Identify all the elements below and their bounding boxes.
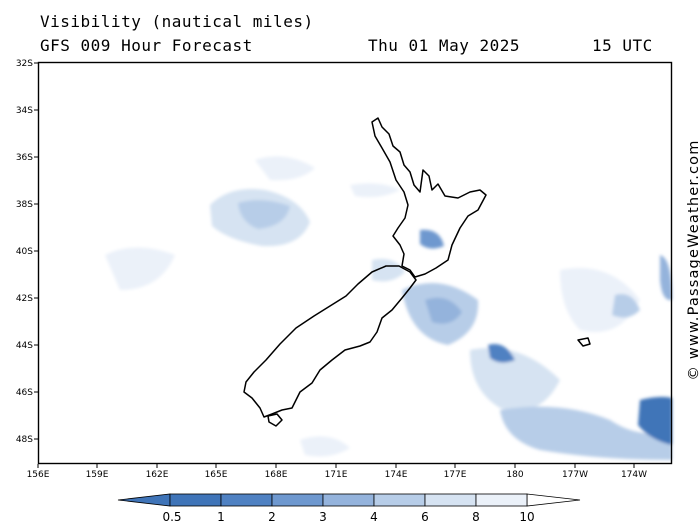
vis-area-east-cape-core	[425, 297, 462, 324]
colorbar-label: 6	[421, 510, 429, 524]
new-zealand-coastline	[243, 117, 591, 427]
variable-title: Visibility (nautical miles)	[40, 12, 314, 31]
lon-label: 177W	[562, 470, 588, 480]
lat-label: 44S	[16, 341, 33, 351]
vis-area-northland	[350, 183, 400, 198]
lat-label: 32S	[16, 59, 33, 69]
lat-label: 38S	[16, 200, 33, 210]
chatham-islands-outline	[577, 337, 591, 347]
vis-area-tasman-north	[255, 156, 315, 181]
lon-label: 156E	[27, 470, 50, 480]
forecast-time: 15 UTC	[592, 36, 653, 55]
colorbar-high-arrow	[526, 493, 581, 507]
forecast-date: Thu 01 May 2025	[368, 36, 520, 55]
lon-label: 168E	[265, 470, 288, 480]
vis-area-cook-strait	[372, 258, 405, 282]
vis-area-southeast-core	[638, 396, 672, 445]
colorbar-label: 3	[319, 510, 327, 524]
lat-label: 42S	[16, 294, 33, 304]
lon-label: 177E	[444, 470, 467, 480]
colorbar-label: 10	[519, 510, 534, 524]
lon-label: 180	[506, 470, 523, 480]
vis-area-southeast	[500, 406, 672, 460]
map-frame-and-ticks	[34, 61, 673, 468]
stewart-island-outline	[267, 413, 283, 427]
colorbar-segment	[220, 493, 273, 507]
latitude-labels: 32S 34S 36S 38S 40S 42S 44S 46S 48S	[16, 59, 33, 445]
colorbar-labels: 0.5 1 2 3 4 6 8 10	[162, 510, 534, 524]
lon-label: 171E	[325, 470, 348, 480]
colorbar-segment	[169, 493, 222, 507]
lon-label: 174E	[385, 470, 408, 480]
colorbar-label: 4	[370, 510, 378, 524]
vis-area-subantarctic	[300, 436, 350, 457]
vis-area-far-east-core	[612, 294, 640, 318]
lat-label: 40S	[16, 247, 33, 257]
lat-label: 46S	[16, 388, 33, 398]
colorbar-label: 2	[268, 510, 276, 524]
lon-label: 159E	[86, 470, 109, 480]
vis-area-bay-of-plenty	[420, 229, 444, 249]
visibility-field	[105, 156, 672, 460]
colorbar-label: 0.5	[162, 510, 181, 524]
lat-label: 48S	[16, 435, 33, 445]
colorbar-segment	[271, 493, 324, 507]
colorbar-label: 8	[472, 510, 480, 524]
south-island-outline	[243, 265, 417, 418]
lat-label: 36S	[16, 153, 33, 163]
vis-area-tasman-sw	[105, 247, 175, 290]
vis-area-tasman-west-core	[238, 200, 290, 229]
colorbar-segment	[424, 493, 477, 507]
vis-area-chatham	[470, 348, 560, 411]
colorbar-segment	[373, 493, 426, 507]
colorbar-segment	[322, 493, 375, 507]
colorbar	[117, 493, 581, 507]
lon-label: 174W	[621, 470, 647, 480]
colorbar-segment	[475, 493, 528, 507]
model-title: GFS 009 Hour Forecast	[40, 36, 253, 55]
vis-area-east-strip	[660, 255, 672, 301]
lon-label: 162E	[146, 470, 169, 480]
lat-label: 34S	[16, 106, 33, 116]
longitude-labels: 156E 159E 162E 165E 168E 171E 174E 177E …	[27, 470, 648, 480]
colorbar-low-arrow	[117, 493, 171, 507]
vis-area-chatham-core	[488, 344, 515, 363]
north-island-outline	[371, 117, 487, 278]
lon-label: 165E	[205, 470, 228, 480]
colorbar-label: 1	[217, 510, 225, 524]
